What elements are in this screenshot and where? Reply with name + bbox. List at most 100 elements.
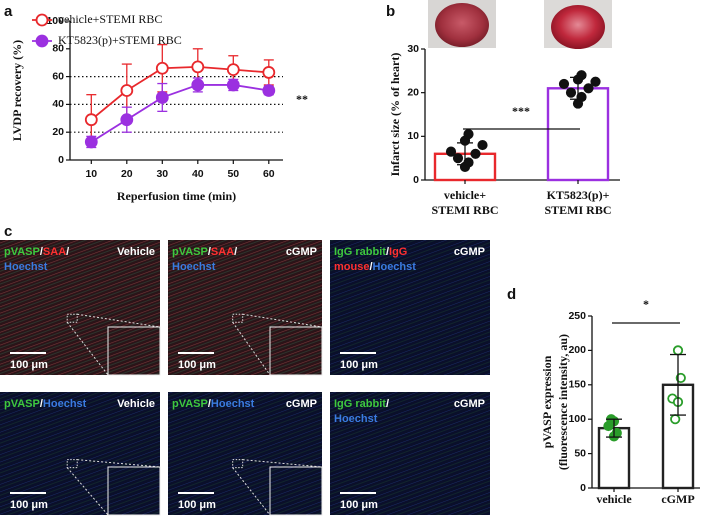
micrograph-condition: cGMP [286,398,317,410]
y-tick-label: 40 [52,98,64,110]
data-point [155,91,169,104]
label-segment: mouse [334,261,369,273]
inset-guide [77,459,161,468]
y-axis-label: pVASP expression [540,355,554,448]
data-point [452,153,464,164]
x-tick-label: KT5823(p)+ [547,188,610,202]
error-bar [570,76,586,100]
error-bar [670,353,686,416]
x-tick-label: cGMP [661,492,694,506]
data-point [445,146,457,157]
data-point [558,78,570,90]
y-axis-label: Infarct size (% of heart) [388,53,402,177]
y-tick-label: 100 [568,413,586,425]
inset [269,326,323,376]
label-segment: / [369,261,372,273]
label-segment: / [386,246,389,258]
y-tick-label: 20 [52,126,64,138]
y-tick-label: 10 [407,130,419,142]
scale-label: 100 μm [10,499,48,511]
label-segment: pVASP [172,246,208,258]
data-point [262,66,276,79]
heart-photo [551,5,605,49]
inset-guide [242,313,323,328]
scale-label: 100 μm [340,359,378,371]
data-point [463,129,474,140]
data-point [84,113,98,127]
micrograph-label: pVASP/SAA/ [172,246,237,258]
data-point [565,87,577,98]
data-point [672,345,684,356]
label-segment: Hoechst [334,413,378,425]
series-line [90,65,269,121]
y-tick-label: 30 [407,43,419,55]
annotation: ** [296,92,308,106]
inset-guide [66,321,109,376]
panel-letter: d [507,286,516,303]
micrograph-label: IgG rabbit/ [334,398,389,410]
y-tick-label: 100 [46,15,64,27]
micrograph-condition: cGMP [454,246,485,258]
micrograph-label: pVASP/Hoechst [172,398,255,410]
label-segment: / [208,398,211,410]
label-segment: Hoechst [4,261,48,273]
inset [107,326,161,376]
x-tick-label: 30 [156,168,168,180]
inset-guide [77,313,161,328]
label-segment: / [66,246,69,258]
data-point [226,63,240,77]
label-segment: IgG rabbit [334,398,386,410]
error-bar [606,418,622,438]
x-tick-label: 40 [192,168,204,180]
y-tick-label: 50 [574,447,586,459]
label-segment: / [40,246,43,258]
y-tick-label: 0 [58,154,64,166]
data-point [155,61,169,75]
label-segment: SAA [211,246,234,258]
x-tick-label: STEMI RBC [431,203,498,217]
scale-label: 100 μm [178,359,216,371]
data-point [583,83,594,94]
data-point [226,78,240,92]
y-axis-label: LVDP recovery (%) [10,40,24,141]
inset-guide [242,459,323,468]
scale-label: 100 μm [10,359,48,371]
x-tick-label: 10 [85,168,97,180]
x-tick-label: vehicle [596,492,632,506]
micrograph-label: Hoechst [4,261,48,273]
y-tick-label: 60 [52,70,64,82]
series-line [90,84,269,143]
data-point [84,135,98,149]
micrograph-label: IgG rabbit/IgG [334,246,407,258]
micrograph-label: Hoechst [172,261,216,273]
data-point [477,139,488,151]
y-tick-label: 0 [580,482,586,494]
x-tick-label: 60 [263,168,275,180]
x-tick-label: vehicle+ [444,188,486,202]
data-point [590,76,601,87]
scale-label: 100 μm [340,499,378,511]
inset-guide [66,467,109,516]
label-segment: Hoechst [211,398,255,410]
micrograph-label: mouse/Hoechst [334,261,416,273]
panel-letter: b [386,3,395,20]
legend-marker [35,34,49,48]
label-segment: / [386,398,389,410]
data-point [262,84,276,97]
panel-letter: c [4,223,12,240]
label-segment: IgG rabbit [334,246,386,258]
inset-guide [232,321,271,376]
label-segment: / [234,246,237,258]
micrograph-condition: cGMP [454,398,485,410]
data-point [675,372,686,384]
data-point [191,78,205,92]
label-segment: Hoechst [373,261,417,273]
y-tick-label: 250 [568,310,586,322]
micrograph-condition: Vehicle [117,246,155,258]
micrograph-label: pVASP/SAA/ [4,246,69,258]
scale-label: 100 μm [178,499,216,511]
micrograph-condition: cGMP [286,246,317,258]
label-segment: pVASP [172,398,208,410]
y-tick-label: 200 [568,344,586,356]
heart-photo [435,3,489,47]
